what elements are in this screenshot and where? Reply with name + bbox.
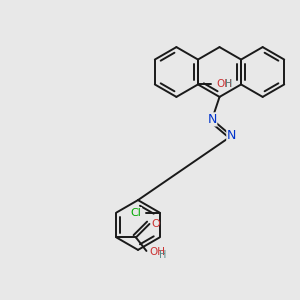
Text: Cl: Cl — [131, 208, 142, 218]
Text: H: H — [159, 250, 167, 260]
Text: O: O — [151, 219, 160, 229]
Text: H: H — [225, 80, 232, 89]
Text: OH: OH — [216, 80, 232, 89]
Text: OH: OH — [149, 248, 165, 257]
Text: N: N — [227, 129, 236, 142]
Text: N: N — [207, 113, 217, 126]
